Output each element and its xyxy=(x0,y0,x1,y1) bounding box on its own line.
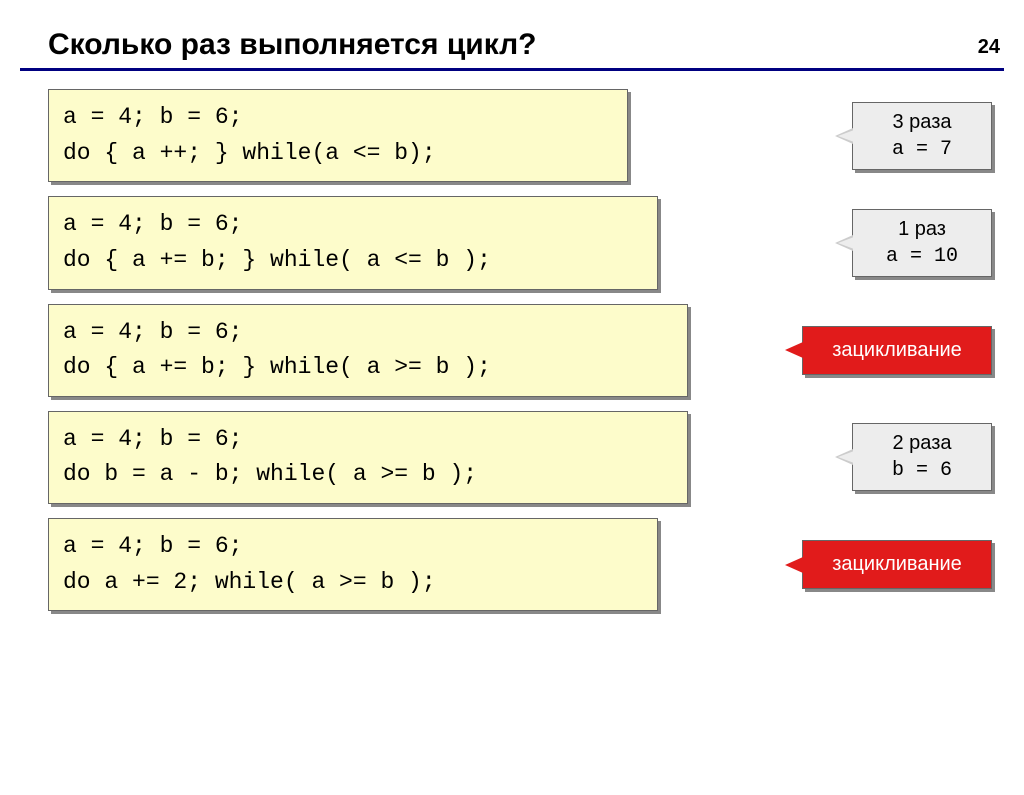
callout-pointer xyxy=(785,557,803,573)
page-title: Сколько раз выполняется цикл? xyxy=(48,28,1024,62)
answer-line1: 3 раза xyxy=(869,109,975,136)
answer-count: 3 разаa = 7 xyxy=(852,102,992,170)
code-block: a = 4; b = 6; do { a += b; } while( a >=… xyxy=(48,304,688,397)
code-block: a = 4; b = 6; do { a ++; } while(a <= b)… xyxy=(48,89,628,182)
answer-line1: 2 раза xyxy=(869,430,975,457)
answer-wrap: зацикливание xyxy=(802,326,992,375)
answer-wrap: 1 разa = 10 xyxy=(852,209,992,277)
answer-count: 2 разаb = 6 xyxy=(852,423,992,491)
code-row: a = 4; b = 6; do a += 2; while( a >= b )… xyxy=(48,518,992,611)
callout-pointer-inner xyxy=(838,130,854,142)
answer-line2: b = 6 xyxy=(869,457,975,484)
callout-pointer-inner xyxy=(838,451,854,463)
answer-line2: a = 10 xyxy=(869,243,975,270)
content-area: a = 4; b = 6; do { a ++; } while(a <= b)… xyxy=(0,89,1024,611)
answer-line1: 1 раз xyxy=(869,216,975,243)
callout-pointer xyxy=(785,342,803,358)
title-underline xyxy=(20,68,1004,71)
answer-infinite: зацикливание xyxy=(802,540,992,589)
code-block: a = 4; b = 6; do a += 2; while( a >= b )… xyxy=(48,518,658,611)
answer-wrap: 3 разаa = 7 xyxy=(852,102,992,170)
page-number: 24 xyxy=(978,36,1000,59)
code-row: a = 4; b = 6; do { a ++; } while(a <= b)… xyxy=(48,89,992,182)
code-row: a = 4; b = 6; do { a += b; } while( a >=… xyxy=(48,304,992,397)
answer-wrap: зацикливание xyxy=(802,540,992,589)
answer-line1: зацикливание xyxy=(821,551,973,578)
answer-infinite: зацикливание xyxy=(802,326,992,375)
code-block: a = 4; b = 6; do { a += b; } while( a <=… xyxy=(48,196,658,289)
answer-wrap: 2 разаb = 6 xyxy=(852,423,992,491)
code-row: a = 4; b = 6; do { a += b; } while( a <=… xyxy=(48,196,992,289)
callout-pointer-inner xyxy=(838,237,854,249)
answer-line1: зацикливание xyxy=(821,337,973,364)
answer-line2: a = 7 xyxy=(869,136,975,163)
code-block: a = 4; b = 6; do b = a - b; while( a >= … xyxy=(48,411,688,504)
code-row: a = 4; b = 6; do b = a - b; while( a >= … xyxy=(48,411,992,504)
answer-count: 1 разa = 10 xyxy=(852,209,992,277)
